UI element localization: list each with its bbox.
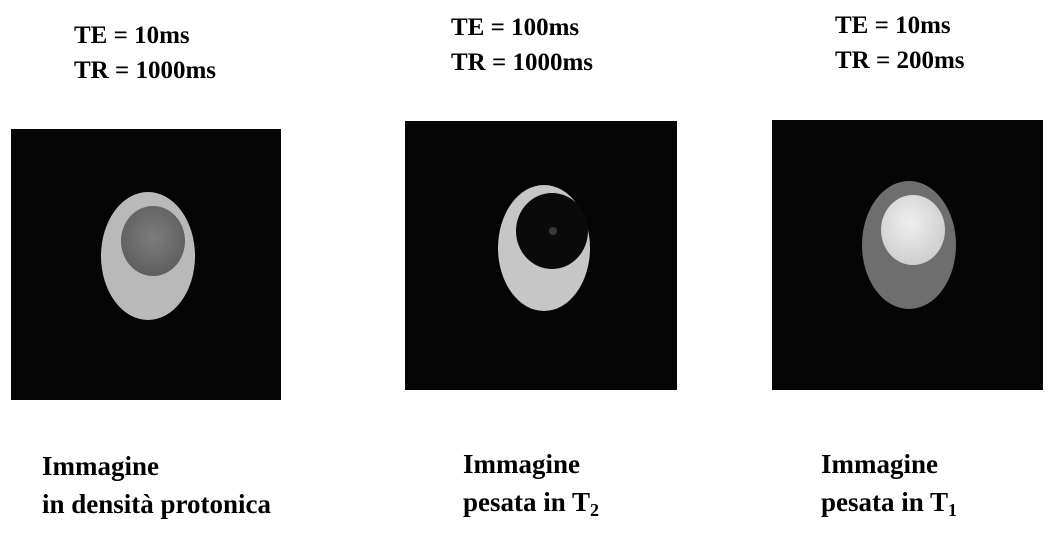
panel-3-caption-line2: pesata in T: [821, 487, 949, 517]
panel-1-caption-line1: Immagine: [42, 451, 159, 481]
panel-2-caption-line2: pesata in T: [463, 487, 591, 517]
panel-3-mri-image: [772, 120, 1043, 390]
panel-1-te: TE = 10ms: [74, 22, 190, 49]
panel-2-te: TE = 100ms: [451, 14, 580, 41]
egg-yolk-region: [121, 206, 185, 276]
panel-1-mri-image: [11, 129, 281, 400]
panel-3-caption-line1: Immagine: [821, 449, 938, 479]
panel-3-te: TE = 10ms: [835, 12, 951, 39]
panel-1-caption-line2-wrap: in densità protonica: [42, 485, 271, 523]
panel-2-caption-line2-wrap: pesata in T2: [463, 483, 599, 521]
panel-2-caption-line1: Immagine: [463, 449, 580, 479]
proton-density-scan: [101, 192, 195, 320]
panel-3-caption: Immagine pesata in T1: [821, 445, 957, 521]
panel-2-caption-subscript: 2: [590, 500, 600, 520]
egg-yolk-region: [881, 195, 945, 265]
panel-2-mri-image: [405, 121, 677, 390]
panel-1-tr: TR = 1000ms: [74, 57, 217, 84]
panel-2-params: TE = 100ms TR = 1000ms: [451, 10, 593, 80]
panel-2-tr: TR = 1000ms: [451, 49, 594, 76]
panel-1-caption: Immagine in densità protonica: [42, 447, 271, 523]
panel-3-caption-line2-wrap: pesata in T1: [821, 483, 957, 521]
panel-3-params: TE = 10ms TR = 200ms: [835, 8, 965, 78]
panel-1-params: TE = 10ms TR = 1000ms: [74, 18, 216, 88]
panel-1-caption-line2: in densità protonica: [42, 489, 272, 519]
yolk-center-speck: [549, 227, 557, 235]
panel-2-caption: Immagine pesata in T2: [463, 445, 599, 521]
panel-3-caption-subscript: 1: [948, 500, 958, 520]
t1-weighted-scan: [862, 181, 956, 309]
panel-3-tr: TR = 200ms: [835, 47, 965, 74]
t2-weighted-scan: [498, 185, 590, 311]
